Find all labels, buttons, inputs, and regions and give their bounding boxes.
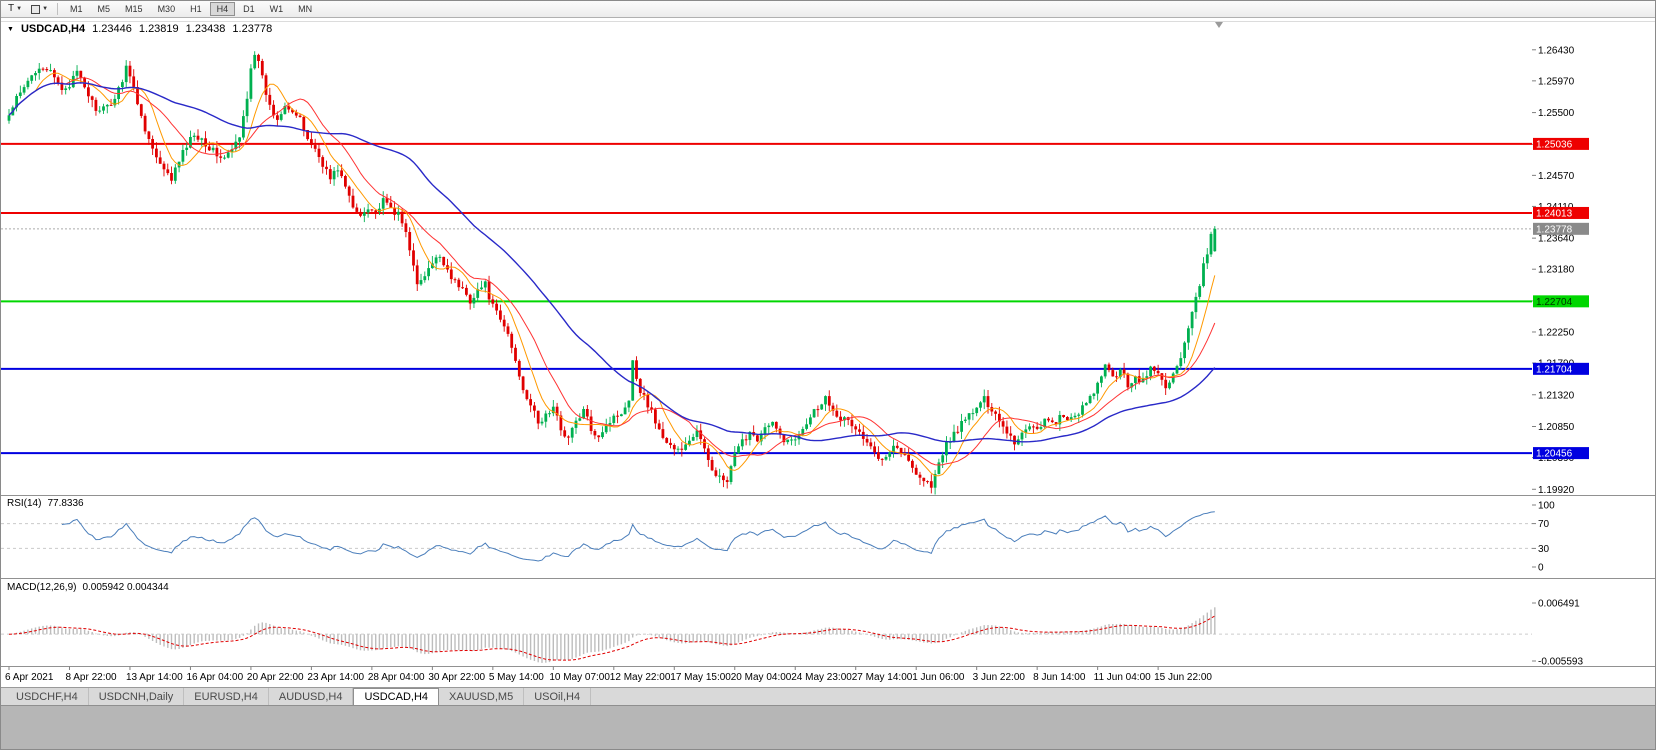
chevron-down-icon: ▼	[16, 6, 23, 12]
rsi-axis-label: 0	[1538, 563, 1544, 574]
chart-tab-EURUSDH4[interactable]: EURUSD,H4	[184, 688, 269, 705]
chart-tab-USDCADH4[interactable]: USDCAD,H4	[353, 688, 440, 705]
svg-text:1.24013: 1.24013	[1536, 208, 1573, 219]
price-badge-1.20456: 1.20456	[1533, 447, 1589, 460]
ma-line-16	[8, 77, 1216, 466]
svg-text:1.20456: 1.20456	[1536, 449, 1573, 460]
chart-template-button[interactable]: T ▼	[4, 2, 26, 16]
svg-text:27 May 14:00: 27 May 14:00	[852, 672, 913, 683]
status-area	[1, 705, 1655, 749]
chart-shift-marker[interactable]	[1215, 22, 1223, 28]
rsi-axis-label: 30	[1538, 544, 1550, 555]
chart-tab-USDCNHDaily[interactable]: USDCNH,Daily	[89, 688, 185, 705]
svg-text:1.23778: 1.23778	[1536, 224, 1573, 235]
rsi-axis-label: 100	[1538, 501, 1555, 512]
svg-text:1.23640: 1.23640	[1538, 234, 1575, 245]
svg-text:1.23180: 1.23180	[1538, 265, 1575, 276]
svg-text:24 May 23:00: 24 May 23:00	[791, 672, 852, 683]
price-badge-1.22704: 1.22704	[1533, 295, 1589, 308]
time-axis[interactable]: 6 Apr 2021 8 Apr 22:00 13 Apr 14:00 16 Apr …	[5, 666, 1212, 684]
chart-tab-XAUUSDM5[interactable]: XAUUSD,M5	[439, 688, 525, 705]
timeframe-button-M15[interactable]: M15	[118, 2, 150, 16]
top-toolbar: T ▼ ▼ M1 M5 M15 M30 H1 H4 D1 W1 MN	[1, 1, 1655, 18]
svg-text:8 Apr 22:00: 8 Apr 22:00	[65, 672, 117, 683]
svg-text:8 Jun 14:00: 8 Jun 14:00	[1033, 672, 1086, 683]
chart-tab-AUDUSDH4[interactable]: AUDUSD,H4	[269, 688, 354, 705]
chart-type-icon	[31, 4, 41, 14]
rsi-line	[61, 511, 1215, 562]
price-badge-1.21704: 1.21704	[1533, 362, 1589, 375]
svg-text:28 Apr 04:00: 28 Apr 04:00	[368, 672, 425, 683]
template-icon: T	[8, 3, 15, 14]
svg-text:1.21704: 1.21704	[1536, 364, 1573, 375]
collapse-icon[interactable]: ▼	[7, 25, 14, 33]
timeframe-button-MN[interactable]: MN	[291, 2, 319, 16]
timeframe-button-H4[interactable]: H4	[209, 2, 236, 16]
price-badge-1.25036: 1.25036	[1533, 137, 1589, 150]
svg-text:5 May 14:00: 5 May 14:00	[489, 672, 544, 683]
svg-text:17 May 15:00: 17 May 15:00	[670, 672, 731, 683]
timeframe-toolbar: M1 M5 M15 M30 H1 H4 D1 W1 MN	[63, 2, 319, 16]
toolbar-separator	[57, 3, 59, 15]
svg-text:3 Jun 22:00: 3 Jun 22:00	[973, 672, 1026, 683]
svg-text:1.25036: 1.25036	[1536, 139, 1573, 150]
macd-axis-bottom: -0.005593	[1538, 657, 1583, 668]
chart-tab-USDCHFH4[interactable]: USDCHF,H4	[6, 688, 89, 705]
svg-text:30 Apr 22:00: 30 Apr 22:00	[428, 672, 485, 683]
svg-text:1.21320: 1.21320	[1538, 390, 1575, 401]
timeframe-button-M5[interactable]: M5	[91, 2, 118, 16]
macd-histogram	[12, 607, 1216, 663]
price-badge-1.23778: 1.23778	[1533, 222, 1589, 235]
svg-text:20 May 04:00: 20 May 04:00	[731, 672, 792, 683]
svg-text:1.20850: 1.20850	[1538, 422, 1575, 433]
horizontal-levels	[1, 142, 1532, 455]
svg-text:6 Apr 2021: 6 Apr 2021	[5, 672, 54, 683]
timeframe-button-D1[interactable]: D1	[236, 2, 262, 16]
svg-text:15 Jun 22:00: 15 Jun 22:00	[1154, 672, 1212, 683]
timeframe-button-W1[interactable]: W1	[263, 2, 291, 16]
timeframe-button-M1[interactable]: M1	[63, 2, 90, 16]
chart-options-button[interactable]: ▼	[27, 2, 52, 16]
timeframe-button-M30[interactable]: M30	[151, 2, 183, 16]
svg-text:1.22250: 1.22250	[1538, 327, 1575, 338]
svg-text:20 Apr 22:00: 20 Apr 22:00	[247, 672, 304, 683]
svg-text:10 May 07:00: 10 May 07:00	[549, 672, 610, 683]
svg-text:16 Apr 04:00: 16 Apr 04:00	[186, 672, 243, 683]
chart-tab-USOilH4[interactable]: USOil,H4	[524, 688, 592, 705]
svg-text:12 May 22:00: 12 May 22:00	[610, 672, 671, 683]
ma-line-45	[8, 82, 1216, 443]
price-axis[interactable]: 1.264301.259701.255001.250301.245701.241…	[1532, 45, 1575, 496]
svg-text:1.25970: 1.25970	[1538, 76, 1575, 87]
timeframe-button-H1[interactable]: H1	[183, 2, 209, 16]
svg-text:1 Jun 06:00: 1 Jun 06:00	[912, 672, 965, 683]
price-badge-1.24013: 1.24013	[1533, 206, 1589, 219]
svg-text:1.22704: 1.22704	[1536, 297, 1573, 308]
chevron-down-icon: ▼	[42, 6, 49, 12]
svg-text:13 Apr 14:00: 13 Apr 14:00	[126, 672, 183, 683]
macd-axis-top: 0.006491	[1538, 599, 1580, 610]
svg-text:1.24570: 1.24570	[1538, 171, 1575, 182]
chart-tabs-bar: USDCHF,H4 USDCNH,Daily EURUSD,H4 AUDUSD,H4 U…	[1, 687, 1655, 705]
svg-text:1.26430: 1.26430	[1538, 45, 1575, 56]
rsi-axis-label: 70	[1538, 519, 1550, 530]
svg-text:1.19920: 1.19920	[1538, 485, 1575, 496]
svg-text:1.25500: 1.25500	[1538, 108, 1575, 119]
svg-text:23 Apr 14:00: 23 Apr 14:00	[307, 672, 364, 683]
ma-line-8	[8, 72, 1216, 477]
chart-canvas[interactable]: 1.264301.259701.255001.250301.245701.241…	[1, 18, 1656, 687]
candlestick-series	[7, 51, 1217, 495]
svg-text:11 Jun 04:00: 11 Jun 04:00	[1094, 672, 1152, 683]
